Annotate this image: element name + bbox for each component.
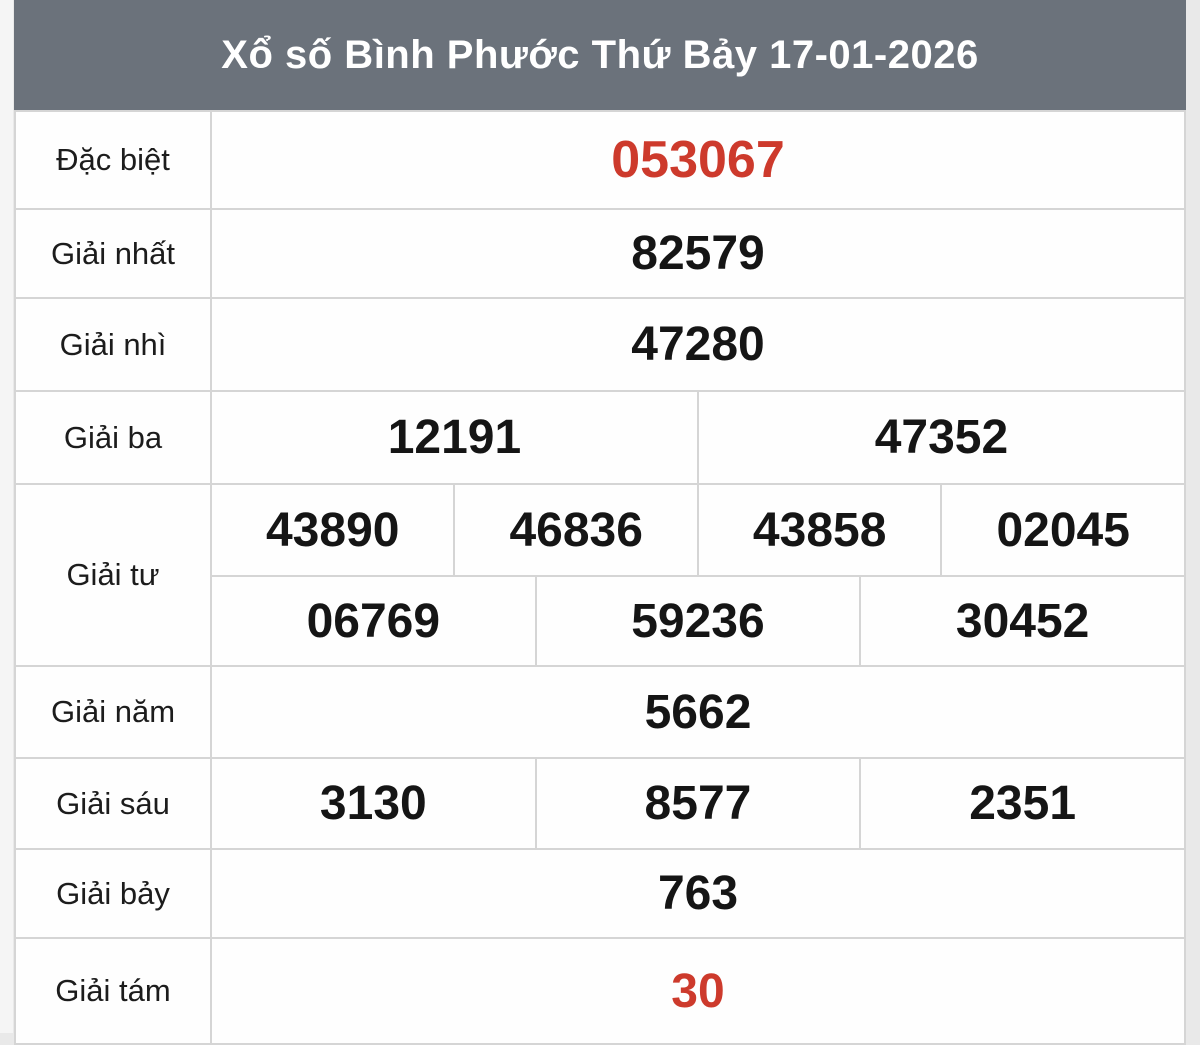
prize-number-fourth-6: 59236 xyxy=(534,575,862,667)
prize-label-seventh: Giải bảy xyxy=(14,848,212,939)
results-table: Đặc biệt 053067 Giải nhất 82579 Giải nhì… xyxy=(14,110,1187,1045)
prize-label-third: Giải ba xyxy=(14,390,212,485)
results-title: Xổ số Bình Phước Thứ Bảy 17-01-2026 xyxy=(221,32,979,77)
prize-label-eighth: Giải tám xyxy=(14,937,212,1045)
prize-number-fourth-4: 02045 xyxy=(940,483,1186,577)
prize-number-fourth-5: 06769 xyxy=(210,575,537,667)
prize-label-special: Đặc biệt xyxy=(14,110,212,210)
prize-label-sixth: Giải sáu xyxy=(14,757,212,850)
prize-number-fourth-1: 43890 xyxy=(209,483,456,577)
prize-number-seventh: 763 xyxy=(210,848,1186,939)
prize-label-first: Giải nhất xyxy=(14,208,212,299)
prize-label-fifth: Giải năm xyxy=(14,665,212,759)
prize-row-eighth: Giải tám 30 xyxy=(14,937,1186,1045)
prize-number-special: 053067 xyxy=(210,110,1186,210)
page-left-margin xyxy=(0,0,13,1033)
lottery-results-board: Xổ số Bình Phước Thứ Bảy 17-01-2026 Đặc … xyxy=(14,0,1187,1045)
prize-row-special: Đặc biệt 053067 xyxy=(14,110,1186,210)
prize-number-fourth-3: 43858 xyxy=(696,483,943,577)
prize-number-first: 82579 xyxy=(210,208,1186,299)
prize-number-sixth-3: 2351 xyxy=(859,757,1186,850)
prize-number-sixth-1: 3130 xyxy=(210,757,537,850)
prize-label-fourth: Giải tư xyxy=(14,483,212,667)
results-title-bar: Xổ số Bình Phước Thứ Bảy 17-01-2026 xyxy=(14,0,1186,110)
prize-number-third-2: 47352 xyxy=(696,390,1187,485)
prize-row-second: Giải nhì 47280 xyxy=(14,297,1186,392)
prize-row-seventh: Giải bảy 763 xyxy=(14,848,1186,939)
prize-row-fourth-bottom: 06769 59236 30452 xyxy=(15,575,1186,667)
prize-row-sixth: Giải sáu 3130 8577 2351 xyxy=(14,757,1186,850)
prize-row-third: Giải ba 12191 47352 xyxy=(14,390,1187,485)
prize-number-sixth-2: 8577 xyxy=(534,757,862,850)
prize-number-third-1: 12191 xyxy=(210,390,699,485)
prize-number-fifth: 5662 xyxy=(210,665,1186,759)
prize-label-second: Giải nhì xyxy=(14,297,212,392)
prize-row-fourth-top: Giải tư 43890 46836 43858 02045 xyxy=(14,483,1186,667)
prize-row-fifth: Giải năm 5662 xyxy=(14,665,1186,759)
prize-number-second: 47280 xyxy=(210,297,1186,392)
prize-number-eighth: 30 xyxy=(210,937,1186,1045)
prize-number-fourth-2: 46836 xyxy=(453,483,699,577)
prize-row-first: Giải nhất 82579 xyxy=(14,208,1186,299)
prize-number-fourth-7: 30452 xyxy=(859,575,1186,667)
